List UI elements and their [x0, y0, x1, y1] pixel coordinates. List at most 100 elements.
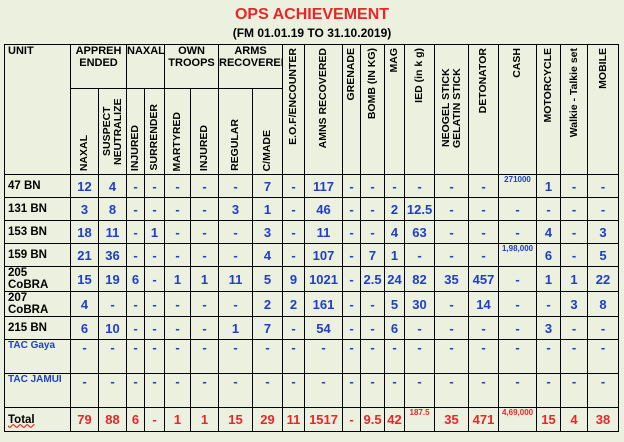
column-header: BOMB (IN KG): [360, 44, 386, 175]
value-cell: 5: [384, 291, 406, 317]
value-cell: -: [360, 197, 386, 221]
unit-cell: 159 BN: [4, 243, 71, 267]
value-cell: -: [342, 339, 362, 374]
value-cell: 9: [282, 266, 306, 292]
column-header-text: MOBILE: [596, 48, 609, 89]
value-cell: -: [342, 174, 362, 198]
table-row: TAC Gaya - - - - - - - - - - - - - - - - - - - -: [4, 339, 620, 374]
value-cell: 8: [98, 197, 127, 221]
value-cell: -: [342, 373, 362, 408]
value-cell: -: [143, 266, 166, 292]
column-header: SURRENDER: [143, 88, 166, 175]
value-cell: 2: [384, 197, 406, 221]
value-cell: -: [126, 339, 145, 374]
value-cell: -: [126, 373, 145, 408]
value-cell: 7: [252, 316, 284, 340]
column-header-text: GRENADE: [345, 48, 358, 101]
value-cell: 3: [218, 197, 254, 221]
value-cell: 6: [384, 316, 406, 340]
value-cell: -: [282, 373, 306, 408]
column-header-text: C/MADE: [261, 129, 274, 171]
table-row: 205 CoBRA 15 19 6-1 1 11 5 9 1021-2.5 24 82 35 457-1…: [4, 266, 620, 292]
table-row: 153 BN 18 11-1- - -3-11- -4 63- - -4-3: [4, 220, 620, 244]
group-header: APPREH ENDED: [70, 44, 127, 89]
column-header-text: CASH: [511, 48, 524, 78]
value-cell: -: [143, 174, 166, 198]
column-header: C/MADE: [252, 88, 284, 175]
value-cell: 15: [70, 266, 99, 292]
group-header: OWN TROOPS: [164, 44, 220, 89]
value-cell: 3: [252, 220, 284, 244]
value-cell: -: [164, 220, 192, 244]
value-cell: -: [560, 220, 589, 244]
value-cell: 4: [252, 243, 284, 267]
value-cell: 107: [304, 243, 344, 267]
value-cell: 1: [384, 243, 406, 267]
value-cell: -: [560, 243, 589, 267]
value-cell: 35: [434, 407, 470, 432]
unit-cell: TAC JAMUI: [4, 373, 71, 408]
value-cell: -: [282, 197, 306, 221]
value-cell: -: [190, 243, 220, 267]
value-cell: -: [98, 373, 127, 408]
column-header: Walkie - Talkie set: [560, 44, 589, 175]
value-cell: -: [587, 197, 620, 221]
value-cell: -: [190, 291, 220, 317]
value-cell: 187.5: [404, 407, 436, 432]
column-header-text: MAG: [388, 48, 401, 73]
value-cell: 5: [587, 243, 620, 267]
value-cell: 2: [252, 291, 284, 317]
value-cell: 36: [98, 243, 127, 267]
value-cell: -: [190, 174, 220, 198]
value-cell: -: [143, 339, 166, 374]
column-header-text: REGULAR: [229, 119, 242, 171]
column-header: MOTORCYCLE: [536, 44, 562, 175]
column-header: MOBILE: [587, 44, 620, 175]
value-cell: 7: [360, 243, 386, 267]
column-header: GRENADE: [342, 44, 362, 175]
value-cell: -: [282, 174, 306, 198]
value-cell: 11: [304, 220, 344, 244]
value-cell: 38: [587, 407, 620, 432]
value-cell: 11: [218, 266, 254, 292]
column-header-text: E.O.F/ENCOUNTER: [287, 48, 300, 145]
value-cell: 19: [98, 266, 127, 292]
value-cell: -: [498, 291, 538, 317]
value-cell: -: [404, 243, 436, 267]
value-cell: -: [468, 174, 500, 198]
value-cell: -: [342, 266, 362, 292]
unit-cell: 47 BN: [4, 174, 71, 198]
value-cell: -: [282, 220, 306, 244]
value-cell: 161: [304, 291, 344, 317]
value-cell: -: [468, 316, 500, 340]
column-header-text: IED (in k g): [413, 48, 426, 103]
value-cell: -: [434, 373, 470, 408]
value-cell: -: [498, 197, 538, 221]
unit-cell: TAC Gaya: [4, 339, 71, 374]
value-cell: -: [384, 174, 406, 198]
value-cell: 7: [252, 174, 284, 198]
value-cell: 11: [98, 220, 127, 244]
column-header: NEOGEL STICK GELATIN STICK: [434, 44, 470, 175]
table-row: 159 BN 21 36- - - - -4-107-7 1- - -1,98,000 6-5: [4, 243, 620, 267]
column-header-text: NEOGEL STICK GELATIN STICK: [439, 68, 463, 148]
column-header: MARTYRED: [164, 88, 192, 175]
value-cell: 6: [70, 316, 99, 340]
column-header: INJURED: [126, 88, 145, 175]
column-header: INJURED: [190, 88, 220, 175]
value-cell: -: [498, 316, 538, 340]
value-cell: -: [98, 339, 127, 374]
column-header-text: BOMB (IN KG): [366, 48, 379, 120]
value-cell: 3: [587, 220, 620, 244]
value-cell: -: [360, 316, 386, 340]
subtitle: (FM 01.01.19 TO 31.10.2019): [232, 26, 392, 40]
value-cell: 2: [282, 291, 306, 317]
value-cell: 63: [404, 220, 436, 244]
column-header-text: SURRENDER: [148, 104, 160, 171]
value-cell: -: [434, 339, 470, 374]
value-cell: -: [404, 339, 436, 374]
value-cell: -: [164, 243, 192, 267]
value-cell: -: [404, 373, 436, 408]
value-cell: 1: [164, 407, 192, 432]
value-cell: -: [434, 243, 470, 267]
